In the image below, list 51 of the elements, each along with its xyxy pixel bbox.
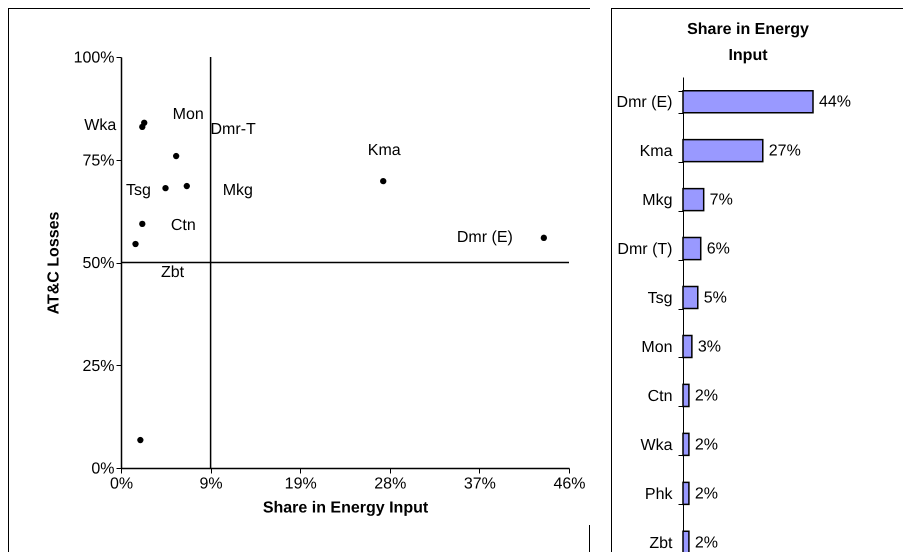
data-label: 2% bbox=[694, 387, 718, 404]
y-tick-label: 50% bbox=[82, 255, 114, 272]
x-axis-title: Share in Energy Input bbox=[262, 500, 429, 516]
y-tick-label: Phk bbox=[644, 486, 674, 503]
point bbox=[132, 240, 139, 248]
point bbox=[184, 182, 190, 190]
point bbox=[139, 220, 146, 228]
x-tick-label: 28% bbox=[374, 476, 406, 492]
annotation: Mon bbox=[172, 106, 204, 123]
x-tick-label: 46% bbox=[553, 476, 586, 492]
y-axis-title: AT&C Losses bbox=[46, 211, 63, 314]
y-tick-label: Kma bbox=[640, 143, 673, 160]
y-tick-label: Wka bbox=[640, 436, 673, 454]
point bbox=[141, 120, 148, 126]
y-tick-label: Mkg bbox=[642, 192, 672, 210]
y-tick-label: Ctn bbox=[648, 388, 672, 405]
annotation: Mkg bbox=[222, 182, 253, 200]
y-tick-label: Mon bbox=[641, 338, 672, 356]
data-label: 2% bbox=[694, 534, 718, 552]
annotation: Dmr (E) bbox=[456, 228, 513, 246]
y-tick-label: 0% bbox=[91, 460, 114, 478]
chart-title: Share in Energy Input bbox=[687, 21, 810, 64]
annotation: Dmr-T bbox=[210, 121, 256, 138]
y-tick-label: 100% bbox=[74, 50, 114, 66]
x-tick-label: 9% bbox=[200, 476, 223, 492]
y-tick-label: Tsg bbox=[648, 290, 672, 308]
x-tick-label: 19% bbox=[284, 476, 317, 492]
data-label: 3% bbox=[698, 338, 721, 356]
y-tick-label: Zbt bbox=[649, 534, 674, 552]
annotation: Zbt bbox=[160, 264, 185, 282]
point bbox=[162, 184, 169, 192]
point bbox=[540, 234, 548, 241]
annotation: Tsg bbox=[126, 182, 151, 200]
x-tick-label: 0% bbox=[110, 476, 134, 492]
y-tick-label: 75% bbox=[82, 152, 114, 170]
data-label: 7% bbox=[710, 192, 733, 209]
data-label: 2% bbox=[694, 436, 718, 454]
point bbox=[137, 436, 144, 444]
x-tick-label: 37% bbox=[464, 476, 496, 492]
point bbox=[172, 152, 180, 160]
y-tick-label: Dmr (T) bbox=[617, 241, 672, 258]
data-label: 2% bbox=[694, 485, 718, 502]
data-label: 27% bbox=[768, 142, 801, 160]
data-label: 5% bbox=[704, 290, 727, 307]
data-label: 6% bbox=[706, 240, 730, 258]
point bbox=[380, 178, 386, 184]
annotation: Kma bbox=[368, 142, 401, 160]
data-label: 44% bbox=[819, 94, 852, 111]
y-tick-label: 25% bbox=[82, 358, 114, 375]
annotation: Ctn bbox=[170, 216, 196, 234]
y-tick-label: Dmr (E) bbox=[616, 94, 672, 112]
